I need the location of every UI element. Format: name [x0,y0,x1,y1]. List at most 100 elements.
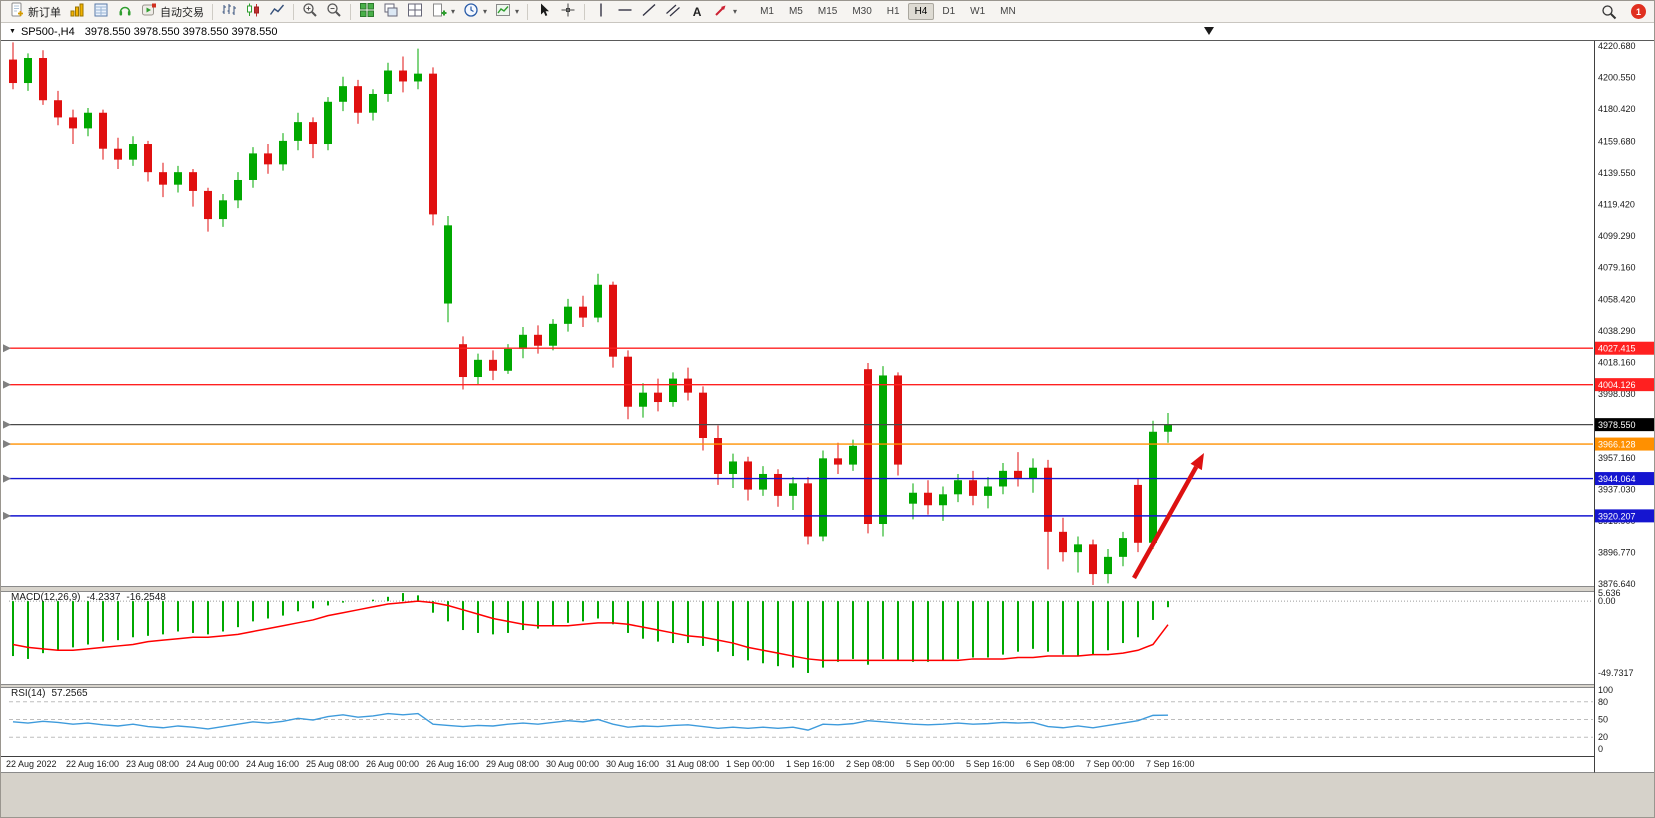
mql5-community-button[interactable] [113,2,137,22]
timeframe-button-m5[interactable]: M5 [788,6,803,17]
svg-text:7 Sep 16:00: 7 Sep 16:00 [1146,759,1195,769]
trend-arrow-annotation [1132,453,1204,580]
trendline-icon [641,2,657,21]
svg-text:22 Aug 16:00: 22 Aug 16:00 [66,759,119,769]
macd-name: MACD(12,26,9) [11,592,81,603]
new-order-button[interactable]: 新订单 [5,2,65,22]
dropdown-arrow-icon: ▾ [483,7,488,16]
svg-text:4018.160: 4018.160 [1598,358,1636,368]
svg-text:4139.550: 4139.550 [1598,168,1636,178]
timeframe-button-mn[interactable]: MN [1000,6,1016,17]
timeframe-button-m30[interactable]: M30 [852,6,872,17]
tile-windows-icon [359,2,375,21]
toolbar-separator [212,3,213,20]
svg-text:4159.680: 4159.680 [1598,136,1636,146]
rsi-panel[interactable] [9,701,1593,738]
svg-text:3944.064: 3944.064 [1598,474,1636,484]
svg-text:30 Aug 00:00: 30 Aug 00:00 [546,759,599,769]
svg-text:4180.420: 4180.420 [1598,104,1636,114]
svg-text:26 Aug 16:00: 26 Aug 16:00 [426,759,479,769]
bars-mode-button[interactable] [217,2,241,22]
svg-text:-49.7317: -49.7317 [1598,668,1634,678]
svg-text:7 Sep 00:00: 7 Sep 00:00 [1086,759,1135,769]
line-mode-button[interactable] [265,2,289,22]
svg-text:80: 80 [1598,697,1608,707]
crosshair-button[interactable] [556,2,580,22]
charts-button[interactable] [65,2,89,22]
arrows-tool-button[interactable]: ▾ [709,2,741,22]
time-axis[interactable]: 22 Aug 2022 22 Aug 16:00 23 Aug 08:00 24 Au… [6,759,1195,769]
candles-mode-button[interactable] [241,2,265,22]
toolbar-separator [584,3,586,20]
main-chart-panel[interactable] [9,42,1172,586]
new-order-icon [9,2,25,21]
arrow-shape-icon [713,2,729,21]
svg-text:3920.207: 3920.207 [1598,511,1636,521]
cursor-button[interactable] [532,2,556,22]
svg-text:3876.640: 3876.640 [1598,579,1636,589]
tile-windows-button[interactable] [355,2,379,22]
text-tool-icon: A [692,4,702,19]
vertical-line-tool-button[interactable] [589,2,613,22]
svg-text:2 Sep 08:00: 2 Sep 08:00 [846,759,895,769]
svg-text:1 Sep 16:00: 1 Sep 16:00 [786,759,835,769]
svg-text:4058.420: 4058.420 [1598,295,1636,305]
notification-badge[interactable]: 1 [1631,4,1646,19]
svg-text:25 Aug 08:00: 25 Aug 08:00 [306,759,359,769]
chart-backgrounds [1,41,1654,817]
timeframe-button-m15[interactable]: M15 [817,6,838,17]
zoom-in-button[interactable] [298,2,322,22]
horizontal-line-icon [617,2,633,21]
price-axis[interactable]: 4220.680 4200.550 4180.420 4159.680 4139.550… [1595,41,1655,589]
autotrading-button[interactable]: 自动交易 [137,2,208,22]
channel-tool-button[interactable] [661,2,685,22]
svg-text:100: 100 [1598,685,1613,695]
arrange-windows-button[interactable] [403,2,427,22]
rsi-name: RSI(14) [11,688,46,699]
new-order-label: 新订单 [28,6,61,19]
cursor-icon [536,2,552,21]
text-tool-button[interactable]: A [685,2,709,22]
svg-text:31 Aug 08:00: 31 Aug 08:00 [666,759,719,769]
data-window-button[interactable] [89,2,113,22]
one-click-trading-expand-icon[interactable]: ▼ [9,28,16,35]
timeframe-button-d1[interactable]: D1 [942,6,956,17]
indicators-button[interactable]: ▾ [491,2,523,22]
svg-text:24 Aug 16:00: 24 Aug 16:00 [246,759,299,769]
trendline-tool-button[interactable] [637,2,661,22]
horizontal-line-tool-button[interactable] [613,2,637,22]
autotrading-label: 自动交易 [160,6,204,19]
svg-text:50: 50 [1598,715,1608,725]
vertical-line-icon [593,2,609,21]
zoom-out-icon [326,2,342,21]
chart-shift-marker-icon[interactable] [1204,27,1214,35]
search-button[interactable] [1597,2,1621,22]
channel-icon [665,2,681,21]
svg-text:3966.128: 3966.128 [1598,440,1636,450]
svg-text:30 Aug 16:00: 30 Aug 16:00 [606,759,659,769]
svg-text:4220.680: 4220.680 [1598,41,1636,51]
zoom-out-button[interactable] [322,2,346,22]
arrange-windows-icon [407,2,423,21]
panel-borders [1,41,1654,773]
line-mode-icon [269,2,285,21]
autotrading-icon [141,2,157,21]
new-chart-button[interactable]: ▾ [427,2,459,22]
svg-text:24 Aug 00:00: 24 Aug 00:00 [186,759,239,769]
timeframe-button-h4[interactable]: H4 [907,3,935,20]
macd-panel[interactable] [9,593,1593,673]
svg-text:26 Aug 00:00: 26 Aug 00:00 [366,759,419,769]
bars-mode-icon [221,2,237,21]
macd-value-main: -4.2337 [86,592,121,603]
timeframe-button-w1[interactable]: W1 [970,6,986,17]
rsi-label: RSI(14) 57.2565 [11,688,94,699]
periods-button[interactable]: ▾ [459,2,491,22]
horizontal-lines [3,344,1593,520]
svg-text:5 Sep 16:00: 5 Sep 16:00 [966,759,1015,769]
cascade-windows-button[interactable] [379,2,403,22]
data-window-icon [93,2,109,21]
timeframe-button-h1[interactable]: H1 [886,6,900,17]
timeframe-button-m1[interactable]: M1 [760,6,774,17]
